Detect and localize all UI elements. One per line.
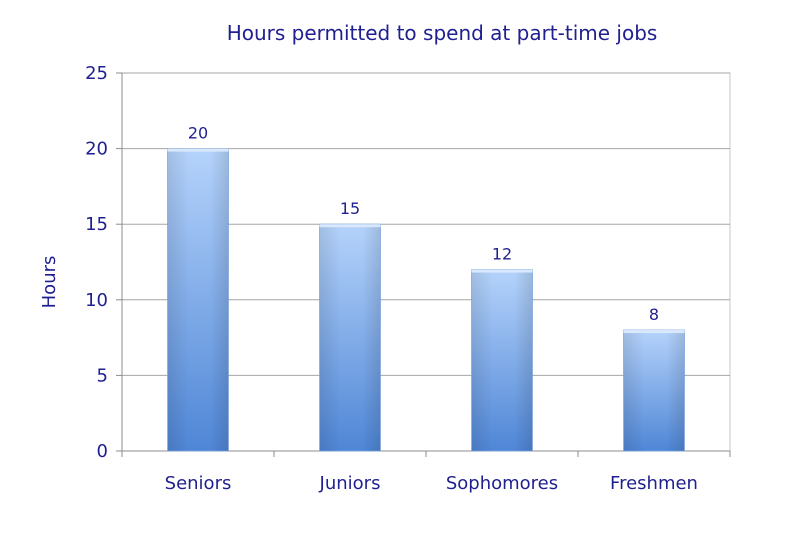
y-tick-label: 20 (85, 139, 108, 160)
bar-shade (319, 224, 381, 451)
bar-freshmen (623, 329, 685, 452)
bar-juniors (319, 223, 381, 452)
data-label-sophomores: 12 (492, 245, 512, 264)
labels: 0 5 10 15 20 25 20 Seniors 15 Juniors 12 Sophomores… (85, 63, 698, 494)
bar-shade (471, 269, 533, 451)
bar-top-highlight (167, 148, 229, 152)
y-tick-label: 15 (85, 214, 108, 235)
bar-seniors (167, 148, 229, 452)
data-label-juniors: 15 (340, 199, 360, 218)
bars (167, 148, 685, 452)
y-tick-label: 0 (97, 441, 108, 462)
y-tick-label: 25 (85, 63, 108, 84)
y-axis-label: Hours (39, 256, 60, 309)
x-tick-label-sophomores: Sophomores (446, 473, 558, 494)
bar-top-highlight (319, 224, 381, 228)
chart-title: Hours permitted to spend at part-time jo… (227, 21, 658, 45)
data-label-freshmen: 8 (649, 305, 659, 324)
bar-shade (623, 330, 685, 451)
x-tick-label-seniors: Seniors (165, 473, 232, 494)
y-tick-label: 10 (85, 290, 108, 311)
bar-shade (167, 148, 229, 451)
x-tick-label-juniors: Juniors (319, 473, 381, 494)
bar-top-highlight (471, 269, 533, 273)
y-tick-label: 5 (97, 365, 108, 386)
data-label-seniors: 20 (188, 124, 208, 143)
bar-top-highlight (623, 330, 685, 334)
x-tick-label-freshmen: Freshmen (610, 473, 698, 494)
bar-sophomores (471, 269, 533, 452)
